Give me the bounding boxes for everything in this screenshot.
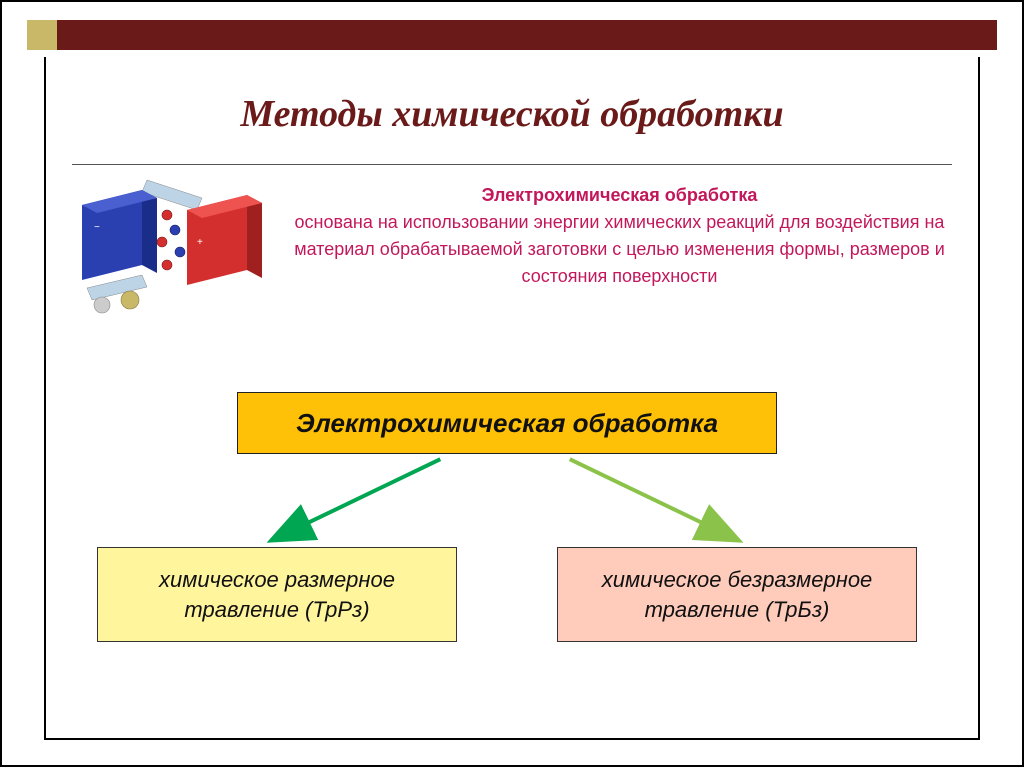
main-category-label: Электрохимическая обработка — [296, 408, 718, 439]
top-bar — [27, 20, 997, 50]
page-title: Методы химической обработки — [2, 92, 1022, 136]
description-strong: Электрохимическая обработка — [482, 185, 758, 205]
child-left-label: химическое размерное травление (ТрРз) — [104, 565, 450, 624]
child-right-label: химическое безразмерное травление (ТрБз) — [564, 565, 910, 624]
title-underline — [72, 164, 952, 165]
description-body: основана на использовании энергии химиче… — [294, 212, 945, 286]
main-category-box: Электрохимическая обработка — [237, 392, 777, 454]
accent-square — [27, 20, 57, 50]
child-box-right: химическое безразмерное травление (ТрБз) — [557, 547, 917, 642]
branch-arrows — [2, 454, 1022, 544]
child-box-left: химическое размерное травление (ТрРз) — [97, 547, 457, 642]
svg-text:−: − — [94, 222, 100, 233]
electrochemical-diagram: + − — [72, 170, 272, 320]
description-text: Электрохимическая обработка основана на … — [287, 182, 952, 290]
top-bar-main — [57, 20, 997, 50]
svg-text:+: + — [197, 237, 203, 248]
